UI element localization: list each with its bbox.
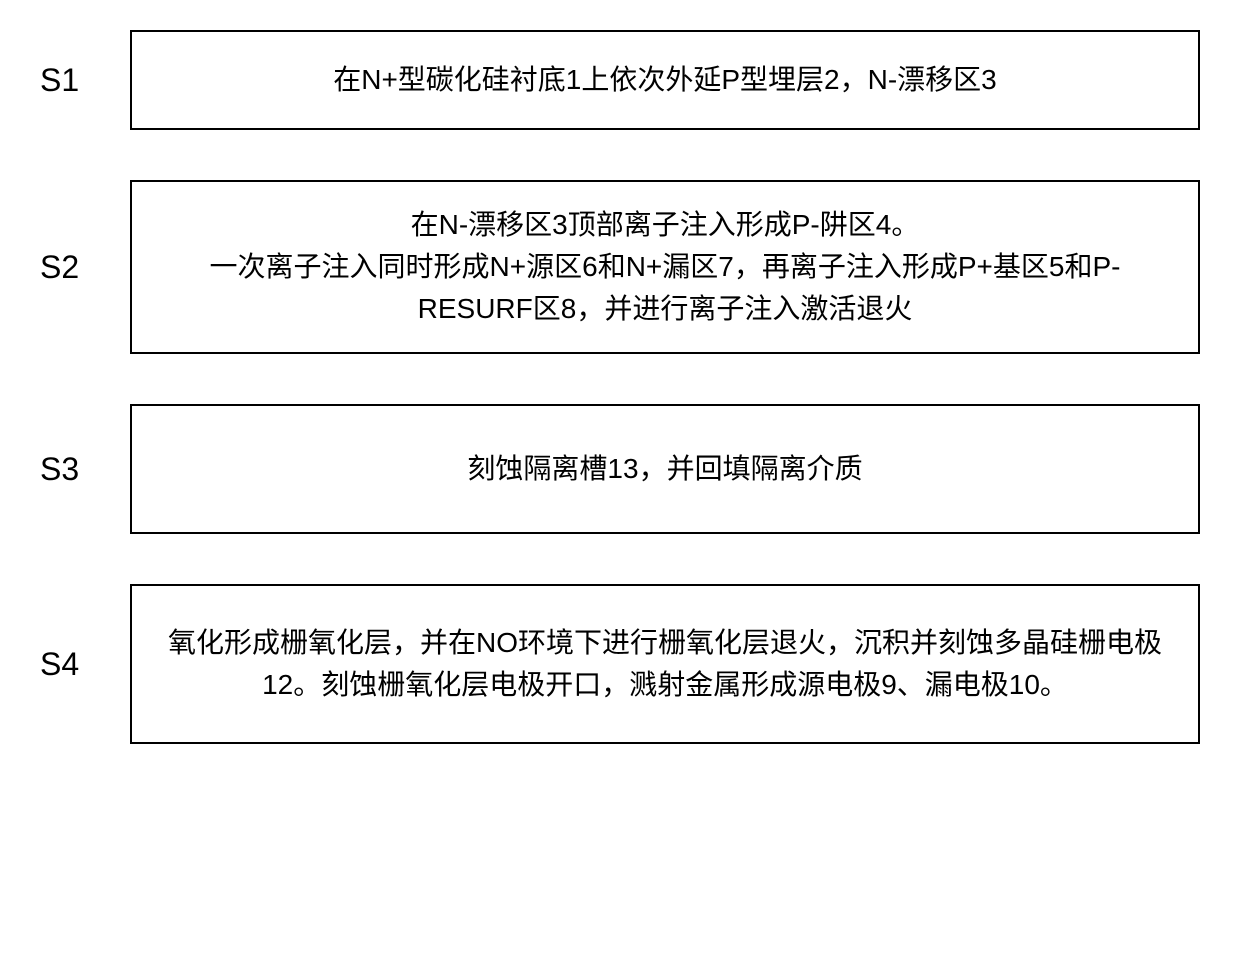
- step-box-3: 刻蚀隔离槽13，并回填隔离介质: [130, 404, 1200, 534]
- step-row-3: S3 刻蚀隔离槽13，并回填隔离介质: [40, 404, 1200, 534]
- step-label-4: S4: [40, 646, 130, 683]
- step-text-3: 刻蚀隔离槽13，并回填隔离介质: [467, 448, 862, 490]
- step-label-2: S2: [40, 249, 130, 286]
- step-box-4: 氧化形成栅氧化层，并在NO环境下进行栅氧化层退火，沉积并刻蚀多晶硅栅电极12。刻…: [130, 584, 1200, 744]
- step-box-2: 在N-漂移区3顶部离子注入形成P-阱区4。 一次离子注入同时形成N+源区6和N+…: [130, 180, 1200, 354]
- step-row-1: S1 在N+型碳化硅衬底1上依次外延P型埋层2，N-漂移区3: [40, 30, 1200, 130]
- step-row-2: S2 在N-漂移区3顶部离子注入形成P-阱区4。 一次离子注入同时形成N+源区6…: [40, 180, 1200, 354]
- step-label-3: S3: [40, 451, 130, 488]
- step-box-1: 在N+型碳化硅衬底1上依次外延P型埋层2，N-漂移区3: [130, 30, 1200, 130]
- step-text-1: 在N+型碳化硅衬底1上依次外延P型埋层2，N-漂移区3: [333, 59, 997, 101]
- step-text-2: 在N-漂移区3顶部离子注入形成P-阱区4。 一次离子注入同时形成N+源区6和N+…: [162, 204, 1168, 330]
- step-label-1: S1: [40, 62, 130, 99]
- step-text-4: 氧化形成栅氧化层，并在NO环境下进行栅氧化层退火，沉积并刻蚀多晶硅栅电极12。刻…: [162, 622, 1168, 706]
- step-row-4: S4 氧化形成栅氧化层，并在NO环境下进行栅氧化层退火，沉积并刻蚀多晶硅栅电极1…: [40, 584, 1200, 744]
